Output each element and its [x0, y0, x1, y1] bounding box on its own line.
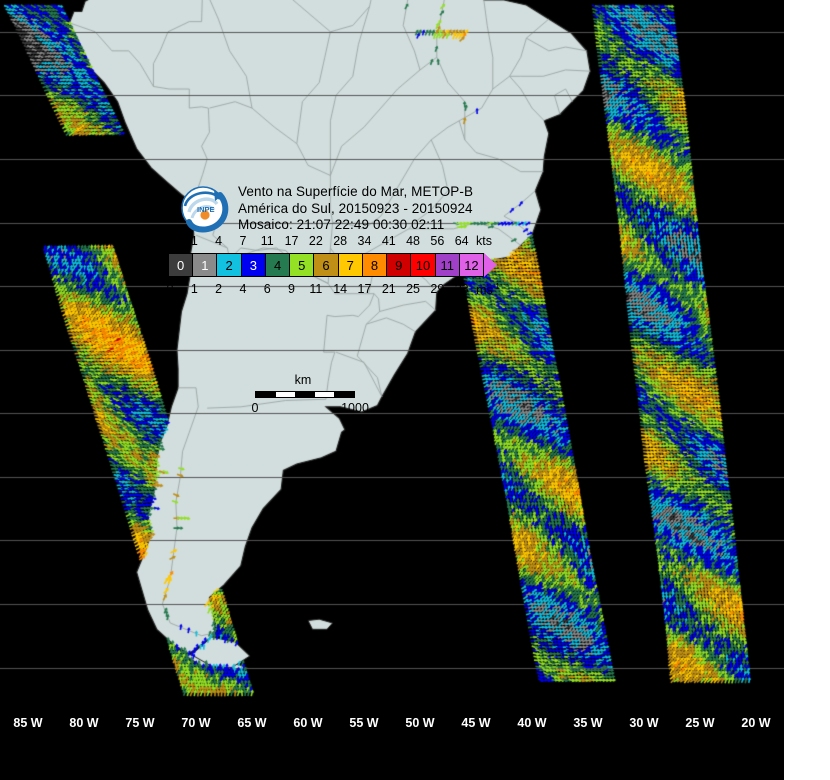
colorbar-tick-knots-22: 22 — [308, 234, 323, 248]
colorbar-segments: 0 1 2 3 4 5 6 7 8 9 10 11 12 — [168, 253, 484, 277]
colorbar-tick-ms-29: 29 — [430, 282, 445, 296]
colorbar-tick-ms-21: 21 — [381, 282, 396, 296]
colorbar-tick-knots-1: 1 — [190, 234, 198, 248]
colorbar-tick-knots-48: 48 — [406, 234, 421, 248]
colorbar-tick-knots-7: 7 — [239, 234, 247, 248]
colorbar-tick-ms-1: 1 — [190, 282, 198, 296]
colorbar-tick-ms-14: 14 — [333, 282, 348, 296]
colorbar-tick-knots-34: 34 — [357, 234, 372, 248]
lon-label-65-W: 65 W — [237, 716, 267, 730]
inpe-logo-text: INPE — [197, 205, 215, 214]
colorbar-tick-ms-17: 17 — [357, 282, 372, 296]
colorbar-unit-ms: ms-1 — [476, 282, 500, 298]
title-line-2: América do Sul, 20150923 - 20150924 — [238, 200, 473, 216]
colorbar-tick-ms-4: 4 — [239, 282, 247, 296]
colorbar-segment-9: 9 — [387, 254, 412, 276]
colorbar-unit-knots: kts — [476, 234, 492, 248]
title-line-3: Mosaico: 21:07 22:49 00:30 02:11 — [238, 217, 445, 232]
longitude-axis: 85 W 80 W 75 W 70 W 65 W 60 W 55 W 50 W 45 W 40 W… — [0, 712, 784, 780]
lon-label-85-W: 85 W — [13, 716, 43, 730]
lon-label-75-W: 75 W — [125, 716, 155, 730]
title-block: Vento na Superfície do Mar, METOP-B Amér… — [238, 184, 473, 234]
colorbar-tick-knots-0: 0 — [166, 234, 174, 248]
lon-label-30-W: 30 W — [629, 716, 659, 730]
colorbar-tick-knots-41: 41 — [381, 234, 396, 248]
colorbar-tick-knots-28: 28 — [333, 234, 348, 248]
colorbar-segment-4: 4 — [265, 254, 291, 276]
colorbar-tick-knots-11: 11 — [260, 234, 274, 248]
info-panel: INPE Vento na Superfície do Mar, METOP-B… — [160, 178, 510, 303]
lon-label-60-W: 60 W — [293, 716, 323, 730]
lon-label-40-W: 40 W — [517, 716, 547, 730]
colorbar-segment-6: 6 — [314, 254, 339, 276]
colorbar-tick-knots-4: 4 — [215, 234, 223, 248]
colorbar-segment-1: 1 — [193, 254, 218, 276]
lon-label-55-W: 55 W — [349, 716, 379, 730]
lon-label-25-W: 25 W — [685, 716, 715, 730]
colorbar-segment-5: 5 — [290, 254, 315, 276]
colorbar-ticks-knots: 0 1 4 7 11 17 22 28 34 41 48 56 64 kts — [164, 234, 510, 250]
colorbar-segment-2: 2 — [217, 254, 242, 276]
colorbar-ticks-ms: 0 1 2 4 6 9 11 14 17 21 25 29 33 ms-1 — [164, 282, 510, 298]
lon-label-70-W: 70 W — [181, 716, 211, 730]
scale-bar-label-left: 0 — [251, 401, 259, 415]
colorbar-tick-knots-56: 56 — [430, 234, 445, 248]
colorbar-tick-ms-2: 2 — [215, 282, 223, 296]
colorbar-tick-ms-0: 0 — [166, 282, 174, 296]
colorbar-segment-10: 10 — [411, 254, 436, 276]
scale-bar-label-right: 1000 — [341, 401, 369, 415]
map-canvas — [0, 0, 784, 712]
map-area — [0, 0, 784, 712]
colorbar-overflow-arrow-icon — [484, 253, 497, 277]
colorbar-segment-11: 11 — [435, 254, 460, 276]
lon-label-80-W: 80 W — [69, 716, 99, 730]
colorbar-tick-ms-6: 6 — [263, 282, 271, 296]
title-line-1: Vento na Superfície do Mar, METOP-B — [238, 184, 474, 199]
colorbar-segment-8: 8 — [362, 254, 388, 276]
lon-label-20-W: 20 W — [741, 716, 771, 730]
inpe-logo-icon: INPE — [178, 182, 232, 236]
colorbar-tick-knots-64: 64 — [454, 234, 469, 248]
colorbar-segment-3: 3 — [241, 254, 266, 276]
scale-bar-graphic — [255, 391, 355, 398]
lon-label-50-W: 50 W — [405, 716, 435, 730]
colorbar-tick-ms-9: 9 — [288, 282, 296, 296]
colorbar-tick-ms-25: 25 — [406, 282, 421, 296]
colorbar-segment-0: 0 — [169, 254, 194, 276]
right-gutter — [784, 0, 830, 780]
colorbar: 0 1 4 7 11 17 22 28 34 41 48 56 64 kts 0 1 2 3 4 5 6 7 8 9 10 11… — [164, 234, 510, 300]
colorbar-segment-12: 12 — [459, 254, 484, 276]
colorbar-tick-ms-11: 11 — [309, 282, 323, 296]
colorbar-tick-knots-17: 17 — [284, 234, 299, 248]
colorbar-segment-7: 7 — [338, 254, 363, 276]
colorbar-tick-ms-33: 33 — [454, 282, 469, 296]
lon-label-35-W: 35 W — [573, 716, 603, 730]
scale-bar-unit: km — [294, 373, 312, 387]
lon-label-45-W: 45 W — [461, 716, 491, 730]
